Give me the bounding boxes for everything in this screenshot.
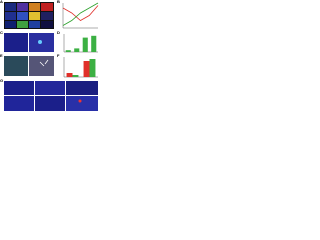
image [35, 96, 65, 111]
bar [82, 37, 88, 52]
image [29, 21, 40, 28]
image [4, 96, 34, 111]
arrow [39, 59, 49, 67]
cell [38, 40, 42, 44]
image [66, 81, 98, 95]
figure: A B C D E F G [0, 0, 99, 111]
bar [83, 61, 90, 77]
image [17, 21, 28, 28]
image [5, 3, 16, 11]
panel-label: E [0, 53, 3, 58]
line [62, 2, 99, 26]
panel-label: F [57, 53, 60, 58]
bar [89, 59, 96, 77]
cell [78, 99, 82, 103]
panel-c-images [4, 33, 54, 52]
axis [62, 3, 98, 29]
bar [74, 48, 80, 52]
image [17, 3, 28, 11]
image [4, 56, 28, 76]
image [4, 33, 28, 52]
image [29, 12, 40, 20]
image [41, 12, 53, 20]
image [29, 3, 40, 11]
panel-label: D [57, 30, 60, 35]
line [62, 5, 99, 21]
panel-label: B [57, 0, 60, 4]
panel-label: C [0, 30, 3, 35]
bar [65, 50, 71, 52]
image [17, 12, 28, 20]
image [4, 81, 34, 95]
image [5, 12, 16, 20]
image [29, 56, 54, 76]
panel-a-images [4, 2, 54, 29]
bar [91, 35, 97, 52]
panel-e-images [4, 56, 54, 76]
panel-label: G [0, 78, 3, 83]
image [66, 96, 98, 111]
panel-label: A [0, 0, 3, 4]
bar [72, 75, 79, 77]
image [41, 3, 53, 11]
bar [66, 73, 73, 77]
image [35, 81, 65, 95]
image [41, 21, 53, 28]
image [5, 21, 16, 28]
panel-g-images [4, 81, 98, 111]
